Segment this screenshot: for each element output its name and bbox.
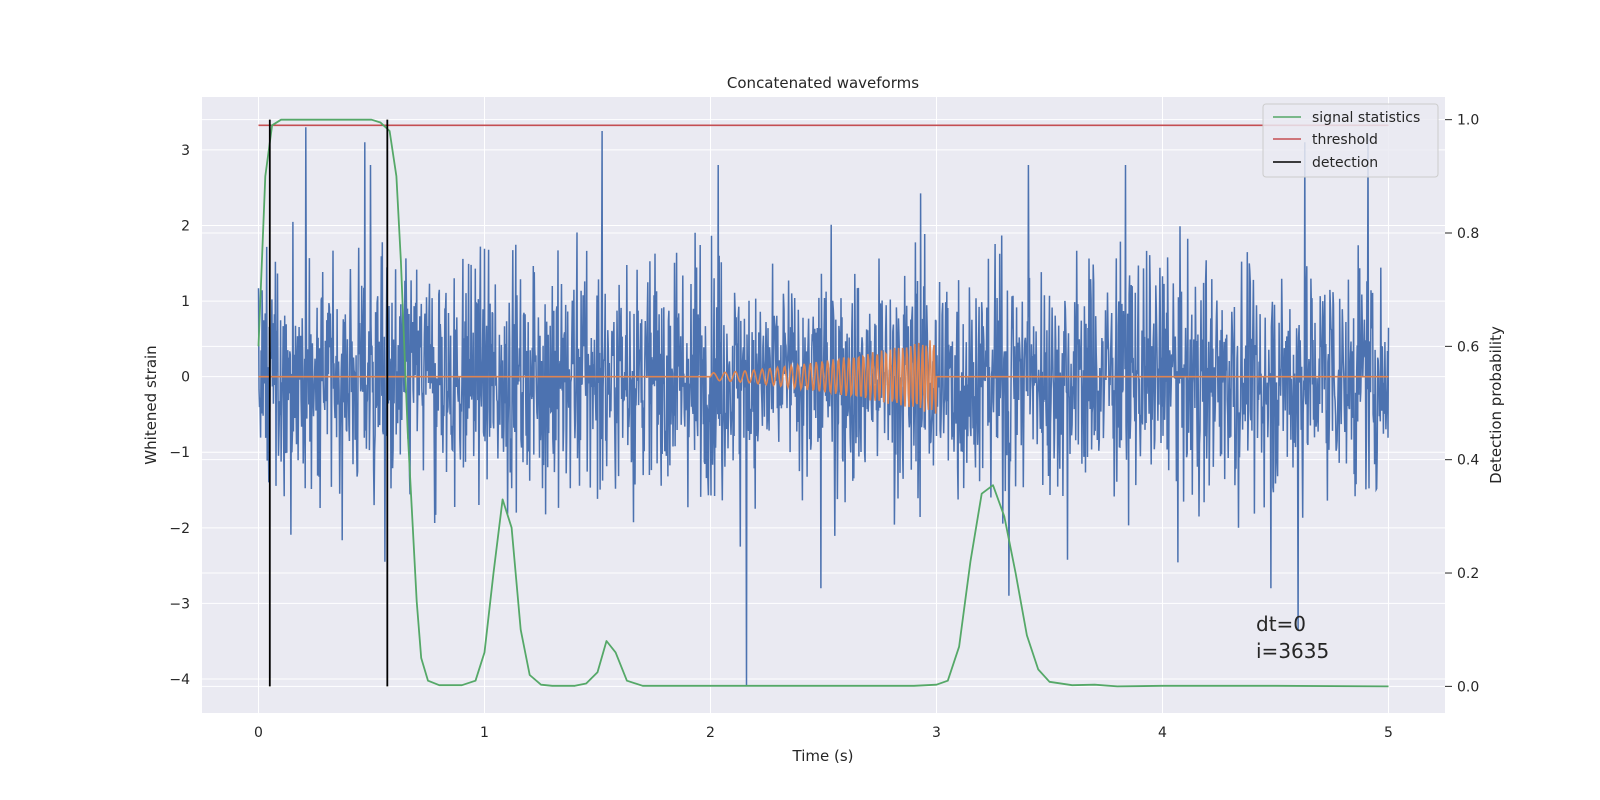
y-tick-label-6: 2 [181, 218, 190, 234]
y2-axis-label: Detection probability [1487, 326, 1505, 484]
y-tick-label-5: 1 [181, 294, 190, 310]
legend-label-threshold: threshold [1312, 132, 1378, 148]
y-tick-label-4: 0 [181, 370, 190, 386]
y-tick-label-0: −4 [169, 672, 190, 688]
y2-tick-label-0: 0.0 [1457, 679, 1479, 695]
chart-title: Concatenated waveforms [727, 74, 919, 92]
legend-label-signal-statistics: signal statistics [1312, 110, 1420, 126]
legend: signal statistics threshold detection [1262, 103, 1439, 178]
y-tick-label-7: 3 [181, 143, 190, 159]
y2-tick-label-4: 0.8 [1457, 226, 1479, 242]
template-line [258, 340, 1389, 414]
y2-tick-label-3: 0.6 [1457, 339, 1479, 355]
y-tick-label-2: −2 [169, 521, 190, 537]
annotation-index: i=3635 [1256, 639, 1329, 663]
x-tick-label-5: 5 [1384, 725, 1393, 741]
x-tick-label-1: 1 [480, 725, 489, 741]
x-tick-label-0: 0 [254, 725, 263, 741]
y2-tick-label-2: 0.4 [1457, 453, 1479, 469]
legend-frame [1262, 103, 1439, 178]
y2-tick-label-1: 0.2 [1457, 566, 1479, 582]
axes-layer: 0 1 2 3 4 5 −4 −3 −2 −1 0 1 2 3 0.0 0.2 0.4 0.6 0.8 1.0 [169, 113, 1479, 741]
x-tick-label-2: 2 [706, 725, 715, 741]
legend-label-detection: detection [1312, 155, 1378, 171]
x-axis-label: Time (s) [792, 747, 854, 765]
annotation-dt: dt=0 [1256, 612, 1306, 636]
y-axis-label: Whitened strain [142, 345, 160, 464]
x-tick-label-4: 4 [1158, 725, 1167, 741]
y2-tick-label-5: 1.0 [1457, 113, 1479, 129]
x-tick-label-3: 3 [932, 725, 941, 741]
data-layer [257, 118, 1390, 688]
y-tick-label-1: −3 [169, 596, 190, 612]
y-tick-label-3: −1 [169, 445, 190, 461]
